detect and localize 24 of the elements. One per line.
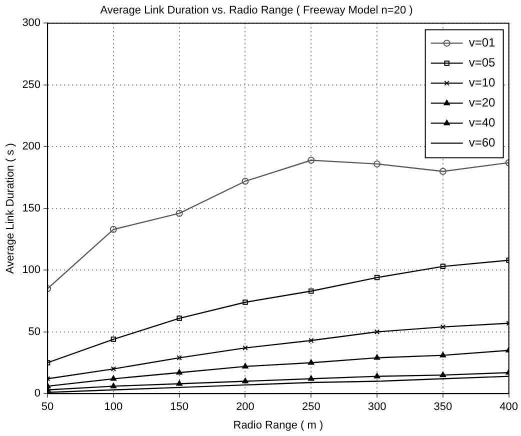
x-tick-label: 250	[302, 401, 320, 414]
legend-label: v=20	[468, 96, 496, 110]
legend-label: v=01	[468, 36, 496, 50]
x-tick-label: 200	[236, 401, 254, 414]
legend-label: v=60	[468, 136, 496, 150]
legend-label: v=40	[468, 116, 496, 130]
y-tick-label: 100	[22, 264, 41, 276]
x-tick-label: 100	[104, 401, 123, 414]
x-tick-label: 400	[500, 401, 518, 414]
legend-label: v=10	[468, 76, 496, 90]
x-tick-label: 50	[41, 401, 54, 414]
x-axis-title: Radio Range ( m )	[233, 419, 324, 432]
y-axis-title: Average Link Duration ( s )	[4, 143, 17, 274]
y-tick-label: 250	[22, 78, 41, 91]
chart-title: Average Link Duration vs. Radio Range ( Freeway Model n=20 )	[100, 4, 413, 17]
x-tick-label: 300	[368, 401, 386, 414]
x-tick-label: 150	[170, 401, 189, 414]
y-tick-label: 50	[28, 326, 41, 338]
y-tick-label: 150	[22, 202, 41, 214]
x-tick-label: 350	[434, 401, 452, 414]
y-tick-label: 300	[22, 17, 41, 30]
y-tick-label: 200	[22, 140, 41, 153]
y-tick-label: 0	[34, 388, 41, 400]
legend-label: v=05	[468, 56, 496, 70]
